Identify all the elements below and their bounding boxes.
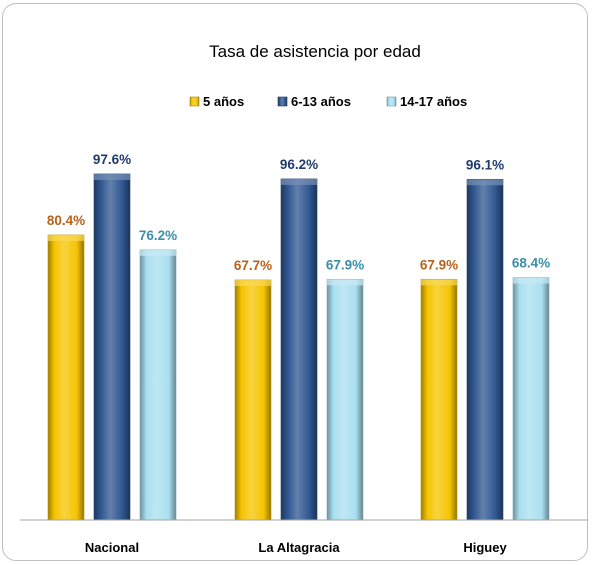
bar-cap (467, 179, 503, 186)
data-label: 97.6% (93, 152, 131, 167)
bar-nacional-series-3 (139, 249, 177, 521)
data-label: 96.2% (280, 157, 318, 172)
bar-la-altagracia-series-3 (326, 278, 364, 521)
bar-higuey-series-1 (420, 278, 458, 521)
bar-cap (48, 234, 84, 241)
data-label: 67.9% (326, 257, 364, 272)
category-label: La Altagracia (258, 540, 340, 555)
legend-label-3: 14-17 años (400, 94, 467, 109)
bar-cap (327, 279, 363, 286)
legend-swatch-2 (277, 96, 288, 107)
category-label: Nacional (85, 540, 139, 555)
data-label: 67.7% (234, 258, 272, 273)
bar-nacional-series-2 (93, 173, 131, 521)
legend-swatch-3 (386, 96, 397, 107)
bar-cap (281, 178, 317, 185)
bar-nacional-series-1 (47, 234, 85, 521)
bar-la-altagracia-series-1 (234, 279, 272, 521)
data-label: 76.2% (139, 228, 177, 243)
category-labels-group: Nacional La Altagracia Higuey (85, 540, 508, 555)
bar-cap (235, 279, 271, 286)
data-label: 68.4% (512, 255, 550, 270)
bar-cap (140, 249, 176, 256)
legend-swatch-1 (189, 96, 200, 107)
category-label: Higuey (463, 540, 507, 555)
bar-cap (421, 279, 457, 286)
bar-cap (513, 277, 549, 284)
legend: 5 años 6-13 años 14-17 años (189, 94, 467, 109)
bar-cap (94, 173, 130, 180)
chart-title: Tasa de asistencia por edad (209, 42, 421, 61)
bar-la-altagracia-series-2 (280, 178, 318, 521)
bars-group (47, 173, 550, 521)
data-label: 96.1% (466, 157, 504, 172)
legend-label-1: 5 años (203, 94, 244, 109)
data-label: 80.4% (47, 213, 85, 228)
legend-label-2: 6-13 años (291, 94, 351, 109)
data-label: 67.9% (420, 257, 458, 272)
bar-higuey-series-3 (512, 277, 550, 521)
data-labels-group: 80.4% 97.6% 76.2% 67.7% 96.2% 67.9% 67.9% 96.1%… (47, 152, 550, 273)
bar-higuey-series-2 (466, 178, 504, 521)
